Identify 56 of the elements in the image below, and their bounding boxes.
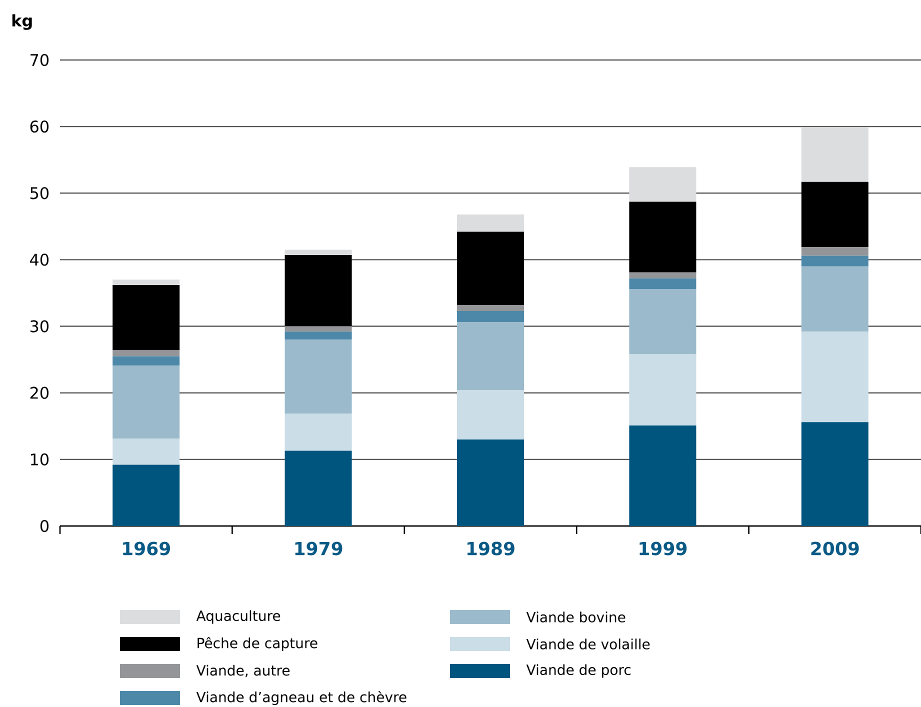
bar [629,425,696,526]
bar [629,354,696,426]
legend-label: Viande d’agneau et de chèvre [196,690,406,706]
bar [801,256,868,266]
y-tick-label: 70 [30,54,49,66]
y-tick-label: 30 [30,320,49,332]
bar [284,250,352,256]
bar [112,280,180,286]
bar [284,332,352,340]
bar [801,247,868,256]
y-tick-label: 40 [30,254,49,266]
x-tick-label: 1989 [467,542,514,556]
bar [457,322,524,390]
legend-label: Viande de volaille [526,638,650,650]
legend-label: Viande, autre [196,664,290,678]
bar [112,464,180,526]
bar [112,356,180,366]
bar [457,232,524,305]
bar [112,285,180,350]
x-tick-label: 1999 [640,542,687,556]
legend-label: Pêche de capture [198,636,318,652]
bar [801,332,868,422]
x-tick-label: 1969 [123,542,170,556]
y-tick-label: 60 [30,120,49,133]
bar [801,266,868,332]
y-tick-label: 10 [30,453,49,466]
bar [457,304,524,311]
bar [457,214,524,232]
bar [284,255,352,326]
bar [629,272,696,278]
legend-label: Viande bovine [526,612,626,622]
bar [112,366,180,439]
y-tick-label: 50 [30,187,49,200]
x-tick-label: 2009 [811,542,859,556]
bar [801,127,868,182]
bar [284,340,352,414]
bar [284,450,352,526]
bar [284,326,352,332]
bar [801,182,868,248]
bar [801,422,868,526]
y-tick-label: 20 [30,386,49,399]
y-tick-label: 0 [40,520,49,532]
bar [629,202,696,272]
bar [629,278,696,289]
legend-label: Viande de porc [526,664,631,678]
bar [284,413,352,451]
y-axis-title: kg [12,14,32,30]
bar [457,390,524,440]
bar [457,439,524,526]
bar [112,438,180,465]
bar [629,167,696,202]
legend-label: Aquaculture [196,610,280,624]
bar [457,310,524,322]
bar [112,350,180,356]
bar [629,289,696,354]
x-tick-label: 1979 [295,542,342,556]
